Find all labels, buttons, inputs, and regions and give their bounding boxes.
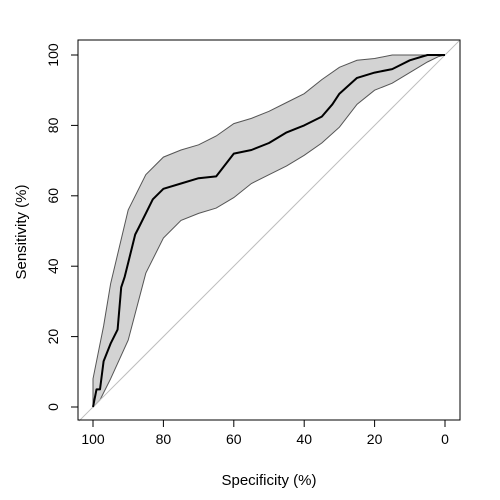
y-tick-label: 20 bbox=[45, 329, 61, 345]
reference-diagonal-line bbox=[78, 40, 460, 422]
axes-layer: 100 80 60 40 20 0 0 20 40 60 80 100 bbox=[45, 39, 461, 447]
y-tick-label: 40 bbox=[45, 258, 61, 274]
x-tick-label: 60 bbox=[226, 431, 242, 447]
y-tick-label: 60 bbox=[45, 188, 61, 204]
plot-layer bbox=[78, 40, 460, 422]
x-axis-title: Specificity (%) bbox=[221, 472, 316, 489]
y-tick-label: 80 bbox=[45, 117, 61, 133]
x-tick-label: 20 bbox=[367, 431, 383, 447]
roc-curve-line bbox=[92, 54, 445, 408]
x-tick-label: 40 bbox=[296, 431, 312, 447]
x-tick-label: 0 bbox=[441, 431, 449, 447]
y-tick-label: 100 bbox=[45, 43, 61, 67]
y-tick-label: 0 bbox=[45, 403, 61, 411]
y-axis-title: Sensitivity (%) bbox=[13, 184, 30, 279]
x-tick-label: 100 bbox=[81, 431, 105, 447]
x-tick-label: 80 bbox=[156, 431, 172, 447]
